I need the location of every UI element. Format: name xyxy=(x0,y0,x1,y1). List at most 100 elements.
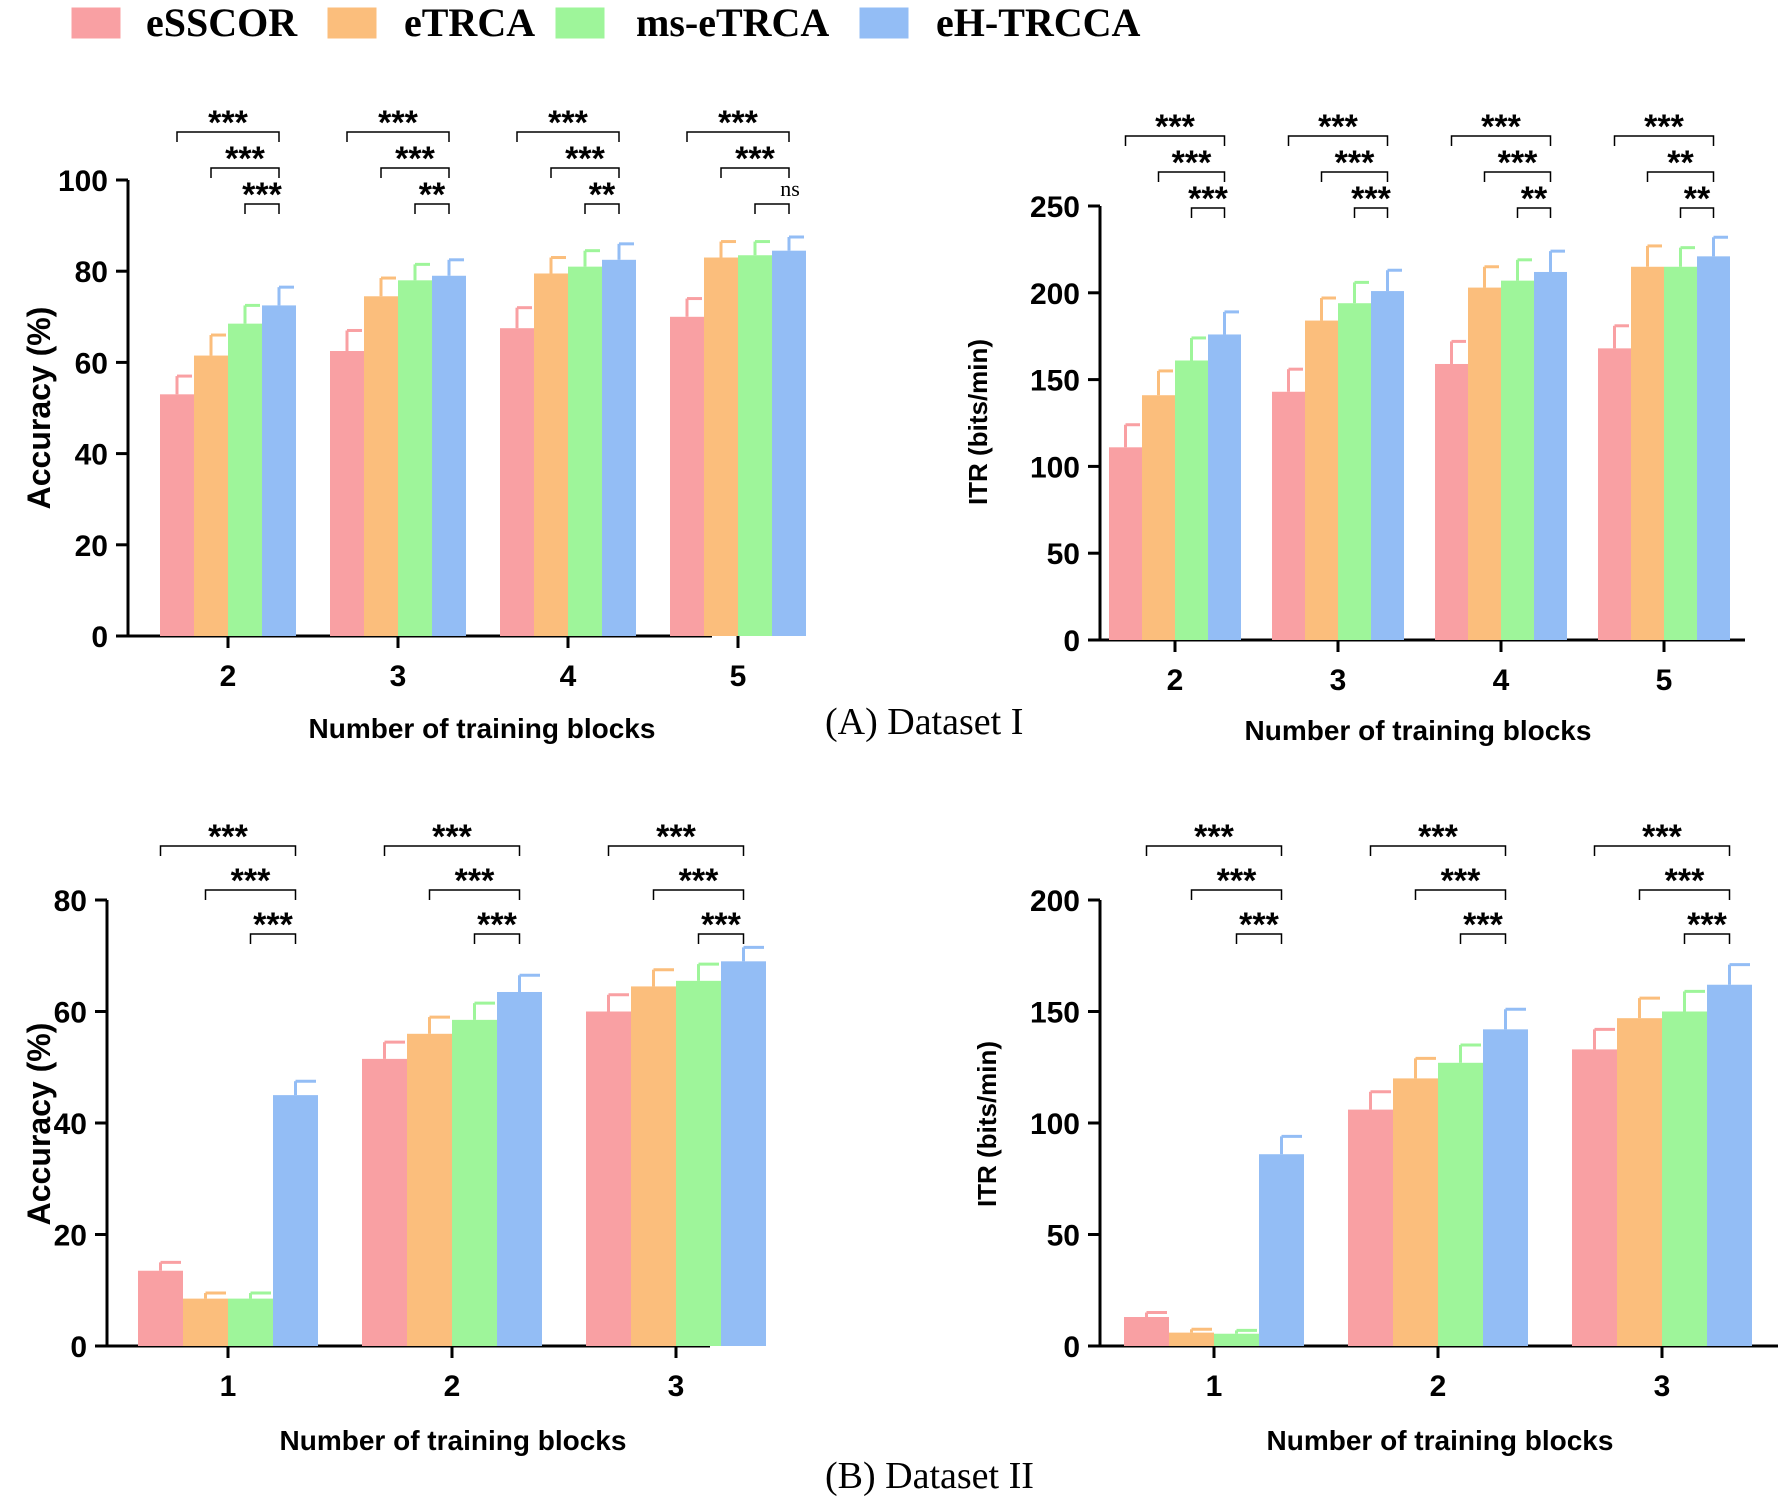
significance-bracket xyxy=(346,131,450,142)
significance-label: *** xyxy=(1687,906,1727,944)
significance-bracket xyxy=(754,203,790,214)
significance-bracket xyxy=(249,933,297,944)
significance-label: ns xyxy=(780,176,800,201)
significance-bracket xyxy=(1683,933,1731,944)
significance-bracket xyxy=(1646,171,1715,182)
legend-swatch-esscor xyxy=(71,7,121,39)
bar-etrca-3 xyxy=(364,296,398,636)
significance-label: *** xyxy=(735,140,775,178)
significance-label: ** xyxy=(589,176,616,214)
significance-label: ** xyxy=(1667,144,1694,182)
bar-esscor-1 xyxy=(1124,1317,1169,1346)
legend-label-eh-trcca: eH-TRCCA xyxy=(936,0,1141,45)
bar-etrca-2 xyxy=(1393,1078,1438,1346)
significance-bracket xyxy=(159,845,297,856)
significance-label: *** xyxy=(548,104,588,142)
y-tick-label: 20 xyxy=(54,1220,87,1253)
significance-label: *** xyxy=(1644,108,1684,146)
significance-label: *** xyxy=(1335,144,1375,182)
significance-bracket xyxy=(584,203,620,214)
y-tick-label: 200 xyxy=(1030,278,1080,311)
bar-eh-trcca-5 xyxy=(772,250,806,636)
bar-eh-trcca-2 xyxy=(262,305,296,636)
significance-bracket xyxy=(176,131,280,142)
bar-etrca-1 xyxy=(1169,1332,1214,1346)
bar-eh-trcca-3 xyxy=(1707,984,1752,1346)
bar-esscor-3 xyxy=(1272,391,1305,640)
legend-label-etrca: eTRCA xyxy=(404,0,535,45)
significance-label: *** xyxy=(1441,862,1481,900)
y-axis-title: Accuracy (%) xyxy=(21,307,57,510)
bar-eh-trcca-3 xyxy=(721,961,766,1346)
y-axis-title: Accuracy (%) xyxy=(21,1023,57,1226)
panel-dataset2-itr: 0 50 100 150 200 1 *** *** *** 2 *** *** *** 3 *** *** *… xyxy=(972,818,1778,1456)
significance-bracket xyxy=(1613,135,1715,146)
significance-bracket xyxy=(697,933,745,944)
bar-eh-trcca-2 xyxy=(497,991,542,1346)
legend: eSSCOR eTRCA ms-eTRCA eH-TRCCA xyxy=(71,0,1141,45)
bar-etrca-5 xyxy=(1631,266,1664,640)
bar-esscor-3 xyxy=(586,1011,631,1346)
bar-ms-etrca-3 xyxy=(676,980,721,1346)
y-tick-label: 100 xyxy=(58,165,108,198)
significance-label: *** xyxy=(395,140,435,178)
significance-bracket xyxy=(1190,207,1226,218)
significance-bracket xyxy=(1353,207,1389,218)
significance-bracket xyxy=(1638,889,1731,900)
bar-eh-trcca-5 xyxy=(1697,256,1730,640)
significance-label: *** xyxy=(242,176,282,214)
significance-bracket xyxy=(1450,135,1552,146)
y-tick-label: 0 xyxy=(70,1331,87,1364)
significance-label: *** xyxy=(432,818,472,856)
bar-ms-etrca-4 xyxy=(1501,280,1534,640)
caption-dataset-1: (A) Dataset I xyxy=(825,701,1023,743)
significance-label: *** xyxy=(1463,906,1503,944)
significance-label: *** xyxy=(1498,144,1538,182)
significance-bracket xyxy=(414,203,450,214)
bar-esscor-3 xyxy=(1572,1049,1617,1346)
x-tick-label: 5 xyxy=(730,660,747,693)
significance-label: *** xyxy=(1481,108,1521,146)
y-tick-label: 60 xyxy=(54,997,87,1030)
y-tick-label: 150 xyxy=(1030,365,1080,398)
significance-label: *** xyxy=(378,104,418,142)
x-tick-label: 3 xyxy=(1330,664,1347,697)
bar-ms-etrca-3 xyxy=(1338,303,1371,640)
y-tick-label: 200 xyxy=(1030,885,1080,918)
x-tick-label: 2 xyxy=(220,660,237,693)
significance-label: *** xyxy=(656,818,696,856)
panel-dataset1-accuracy: 0204060801002*********3********4********… xyxy=(21,104,806,744)
bar-ms-etrca-2 xyxy=(228,323,262,636)
significance-bracket xyxy=(1414,889,1507,900)
bar-esscor-2 xyxy=(362,1058,407,1346)
significance-bracket xyxy=(1483,171,1552,182)
bar-eh-trcca-3 xyxy=(432,275,466,636)
x-tick-label: 1 xyxy=(1206,1370,1223,1403)
bar-etrca-5 xyxy=(704,257,738,636)
significance-label: *** xyxy=(1239,906,1279,944)
x-axis-title: Number of training blocks xyxy=(1267,1425,1614,1456)
y-tick-label: 0 xyxy=(1063,1331,1080,1364)
bar-esscor-1 xyxy=(138,1270,183,1346)
bar-etrca-2 xyxy=(194,355,228,636)
significance-bracket xyxy=(1235,933,1283,944)
bar-etrca-4 xyxy=(534,273,568,636)
y-tick-label: 60 xyxy=(75,347,108,380)
significance-label: *** xyxy=(208,818,248,856)
y-tick-label: 80 xyxy=(75,256,108,289)
significance-label: *** xyxy=(1188,180,1228,218)
significance-bracket xyxy=(1124,135,1226,146)
significance-bracket xyxy=(652,889,745,900)
significance-bracket xyxy=(1679,207,1715,218)
x-tick-label: 1 xyxy=(220,1370,237,1403)
bar-esscor-2 xyxy=(1109,447,1142,640)
x-tick-label: 3 xyxy=(390,660,407,693)
bar-esscor-5 xyxy=(670,316,704,636)
significance-label: *** xyxy=(679,862,719,900)
x-tick-label: 4 xyxy=(1493,664,1510,697)
bar-etrca-3 xyxy=(1305,320,1338,640)
legend-label-esscor: eSSCOR xyxy=(146,0,298,45)
significance-label: ** xyxy=(1684,180,1711,218)
bar-ms-etrca-5 xyxy=(1664,266,1697,640)
y-tick-label: 100 xyxy=(1030,451,1080,484)
